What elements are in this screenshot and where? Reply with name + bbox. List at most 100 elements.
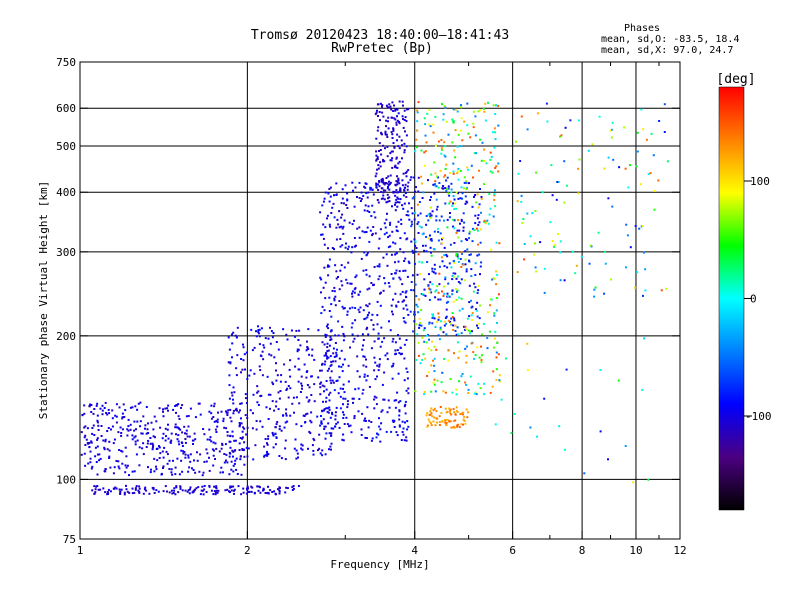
data-point bbox=[269, 489, 272, 492]
data-point bbox=[266, 442, 268, 445]
data-point bbox=[385, 430, 388, 433]
data-point bbox=[365, 231, 368, 233]
data-point bbox=[346, 310, 349, 313]
data-point bbox=[439, 169, 442, 172]
data-point bbox=[271, 431, 274, 434]
data-point bbox=[254, 444, 257, 447]
data-point bbox=[330, 363, 333, 366]
data-point bbox=[442, 390, 445, 393]
data-point bbox=[374, 378, 377, 381]
data-point bbox=[226, 461, 229, 464]
data-point bbox=[253, 372, 256, 375]
data-point bbox=[146, 442, 149, 445]
data-point bbox=[232, 470, 235, 473]
data-point bbox=[89, 457, 92, 460]
data-point bbox=[326, 369, 329, 372]
data-point bbox=[392, 142, 395, 144]
data-point bbox=[529, 426, 532, 429]
data-point bbox=[197, 402, 200, 405]
data-point bbox=[105, 412, 108, 414]
data-point bbox=[468, 237, 470, 240]
data-point bbox=[381, 187, 384, 190]
data-point bbox=[177, 434, 180, 437]
data-point bbox=[564, 126, 567, 129]
data-point bbox=[356, 370, 359, 373]
data-point bbox=[356, 196, 358, 198]
data-point bbox=[149, 442, 152, 445]
data-point bbox=[328, 310, 331, 312]
data-point bbox=[234, 334, 237, 337]
data-point bbox=[406, 188, 409, 191]
data-point bbox=[349, 282, 352, 285]
data-point bbox=[330, 303, 333, 306]
data-point bbox=[384, 226, 387, 229]
data-point bbox=[120, 434, 123, 437]
data-point bbox=[462, 423, 464, 426]
data-point bbox=[391, 310, 393, 313]
data-point bbox=[442, 185, 444, 187]
data-point bbox=[206, 438, 209, 441]
data-point bbox=[377, 164, 380, 167]
data-point bbox=[448, 194, 451, 197]
data-point bbox=[338, 210, 341, 213]
data-point bbox=[365, 269, 368, 272]
data-point bbox=[305, 371, 308, 373]
data-point bbox=[257, 390, 260, 393]
data-point bbox=[474, 214, 477, 217]
data-point bbox=[420, 309, 423, 311]
data-point bbox=[233, 489, 235, 492]
data-point bbox=[151, 486, 154, 489]
data-point bbox=[398, 160, 401, 163]
data-point bbox=[429, 234, 431, 237]
data-point bbox=[196, 451, 198, 454]
data-point bbox=[256, 401, 259, 404]
data-point bbox=[420, 182, 423, 185]
data-point bbox=[433, 416, 436, 419]
data-point bbox=[144, 424, 147, 427]
data-point bbox=[195, 487, 198, 490]
data-point bbox=[559, 251, 562, 254]
data-point bbox=[134, 487, 137, 490]
data-point bbox=[289, 375, 292, 378]
data-point bbox=[497, 105, 500, 107]
data-point bbox=[368, 211, 371, 213]
data-point bbox=[565, 368, 568, 371]
data-point bbox=[535, 171, 538, 174]
data-point bbox=[458, 426, 461, 429]
data-point bbox=[176, 438, 179, 441]
data-point bbox=[168, 491, 171, 494]
data-point bbox=[416, 111, 419, 114]
data-point bbox=[220, 466, 223, 469]
data-points bbox=[80, 100, 669, 496]
data-point bbox=[90, 467, 93, 470]
data-point bbox=[147, 439, 150, 442]
data-point bbox=[182, 450, 185, 453]
data-point bbox=[436, 421, 438, 424]
data-point bbox=[427, 219, 430, 222]
data-point bbox=[460, 375, 463, 378]
data-point bbox=[645, 138, 648, 141]
data-point bbox=[417, 341, 420, 344]
data-point bbox=[150, 421, 153, 424]
data-point bbox=[497, 293, 500, 296]
data-point bbox=[346, 400, 349, 403]
data-point bbox=[376, 199, 379, 201]
data-point bbox=[284, 439, 287, 442]
data-point bbox=[481, 354, 483, 357]
data-point bbox=[324, 453, 327, 456]
data-point bbox=[442, 113, 445, 116]
data-point bbox=[250, 485, 253, 488]
data-point bbox=[104, 438, 107, 441]
data-point bbox=[330, 212, 333, 214]
data-point bbox=[498, 380, 501, 383]
data-point bbox=[153, 457, 156, 460]
data-point bbox=[243, 441, 246, 444]
data-point bbox=[110, 428, 112, 431]
data-point bbox=[174, 405, 177, 407]
data-point bbox=[210, 489, 213, 492]
data-point bbox=[454, 419, 457, 422]
data-point bbox=[342, 332, 345, 335]
data-point bbox=[440, 147, 443, 150]
data-point bbox=[84, 444, 87, 446]
